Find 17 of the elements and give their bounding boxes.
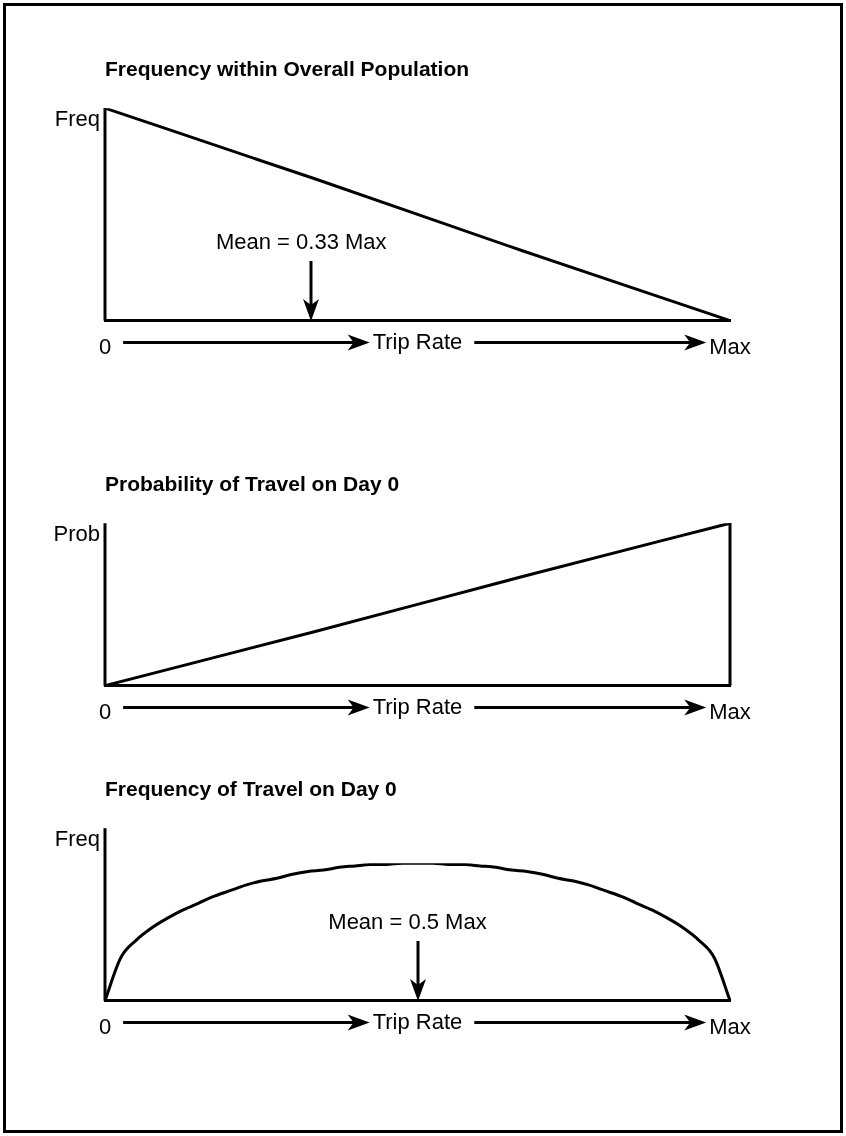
chart-title: Frequency within Overall Population (105, 57, 470, 81)
x-tick-label: Max (709, 1013, 751, 1039)
y-axis-title: Prob (53, 521, 100, 547)
x-tick-label: Max (709, 698, 751, 724)
annotation: Mean = 0.5 Max (328, 908, 487, 934)
x-tick-label: Max (709, 333, 751, 359)
annotation: Mean = 0.33 Max (215, 228, 387, 254)
y-axis-title: Freq (54, 106, 100, 132)
x-axis-title: Trip Rate (372, 1008, 463, 1034)
chart-title: Probability of Travel on Day 0 (105, 472, 400, 496)
x-tick-label: 0 (98, 333, 112, 359)
chart-title: Frequency of Travel on Day 0 (105, 777, 397, 801)
x-tick-label: 0 (98, 1013, 112, 1039)
x-axis-title: Trip Rate (372, 328, 463, 354)
y-axis-title: Freq (54, 826, 100, 852)
x-axis-title: Trip Rate (372, 693, 463, 719)
x-tick-label: 0 (98, 698, 112, 724)
